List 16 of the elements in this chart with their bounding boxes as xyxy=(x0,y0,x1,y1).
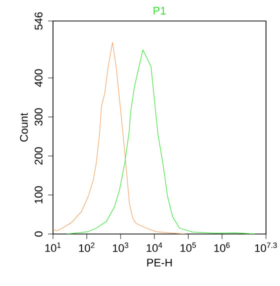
x-tick-label: 10$^{6}$ xyxy=(214,242,230,252)
x-tick-label: 10$^{7.3}$ xyxy=(255,242,277,252)
y-axis-title: Count xyxy=(20,112,28,142)
y-tick-label: 200 xyxy=(34,147,42,165)
x-axis-title: PE-H xyxy=(147,258,172,266)
x-tick-label: 10$^{1}$ xyxy=(45,242,61,252)
y-tick-label: 400 xyxy=(34,69,42,87)
y-tick-label: 546 xyxy=(34,12,42,30)
x-tick-label: 10$^{5}$ xyxy=(180,242,196,252)
y-tick-label: 0 xyxy=(34,231,42,237)
x-tick-label: 10$^{3}$ xyxy=(112,242,128,252)
x-tick-label: 10$^{4}$ xyxy=(146,242,162,252)
x-tick-label: 10$^{2}$ xyxy=(79,242,94,252)
y-tick-label: 300 xyxy=(34,108,42,126)
text: P1 xyxy=(154,6,166,14)
y-tick-label: 100 xyxy=(34,186,42,204)
